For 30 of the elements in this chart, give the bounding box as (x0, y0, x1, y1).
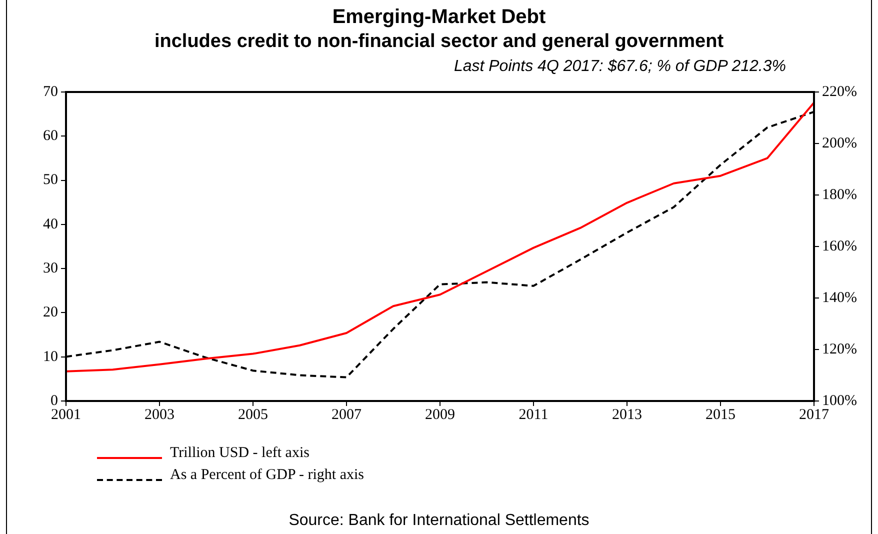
text: Last Points 4Q 2017: $67.6; % of GDP 212.3% (454, 58, 786, 76)
x-tick-label: 2007 (332, 406, 362, 423)
y2-tick-label: 200% (822, 135, 858, 152)
y2-tick-label: 140% (822, 290, 858, 306)
x-tick-label: 2001 (51, 406, 81, 423)
y-tick-label: 60 (43, 128, 58, 144)
y-tick-label: 20 (43, 304, 58, 321)
y-tick-label: 70 (43, 84, 58, 100)
x-tick-label: 2005 (238, 406, 268, 423)
source-note: Source: Bank for International Settlements (288, 512, 590, 530)
x-tick-label: 2003 (144, 406, 174, 423)
legend-label: Trillion USD - left axis (170, 444, 310, 462)
y2-tick-label: 180% (822, 186, 858, 203)
y-tick-label: 50 (43, 172, 58, 188)
x-tick-label: 2009 (425, 406, 455, 423)
y2-tick-label: 120% (822, 341, 858, 358)
y-tick-label: 10 (43, 348, 58, 365)
y2-tick-label: 100% (822, 392, 858, 409)
y2-tick-label: 160% (822, 238, 858, 254)
y-tick-label: 30 (43, 260, 58, 277)
x-tick-label: 2015 (706, 406, 736, 423)
chart-title: Emerging-Market Debt (331, 6, 547, 29)
y2-tick-label: 220% (822, 84, 858, 100)
y-tick-label: 0 (50, 392, 58, 409)
chart-subtitle: includes credit to non-financial sector and general government (153, 31, 725, 53)
x-tick-label: 2013 (612, 406, 642, 423)
y-tick-label: 40 (43, 216, 58, 232)
legend-label: As a Percent of GDP - right axis (170, 466, 364, 484)
x-tick-label: 2017 (799, 406, 830, 423)
x-tick-label: 2011 (518, 406, 548, 423)
